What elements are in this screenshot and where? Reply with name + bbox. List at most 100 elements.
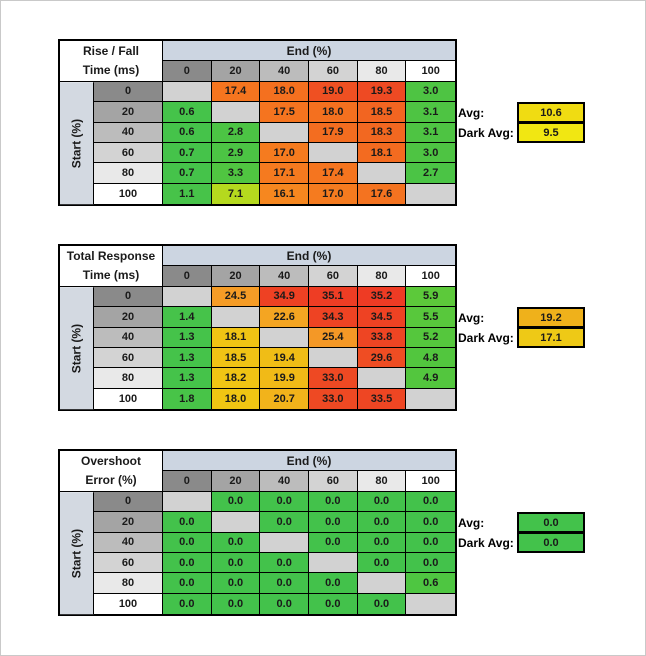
data-cell-20-100[interactable]: 3.1 (406, 102, 455, 123)
diagonal-blank-cell[interactable] (260, 122, 309, 143)
data-cell-100-0[interactable]: 1.8 (163, 388, 212, 409)
data-cell-100-40[interactable]: 0.0 (260, 593, 309, 614)
row-header-60[interactable]: 60 (94, 552, 163, 574)
data-cell-60-40[interactable]: 17.0 (260, 142, 309, 164)
dark-avg-value-cell[interactable]: 17.1 (517, 327, 585, 348)
data-cell-60-0[interactable]: 0.7 (163, 142, 212, 164)
diagonal-blank-cell[interactable] (357, 573, 407, 594)
diagonal-blank-cell[interactable] (309, 347, 358, 369)
data-cell-0-20[interactable]: 0.0 (211, 491, 261, 513)
data-cell-80-40[interactable]: 19.9 (260, 368, 309, 389)
row-header-100[interactable]: 100 (94, 593, 163, 614)
row-header-100[interactable]: 100 (94, 183, 163, 204)
diagonal-blank-cell[interactable] (260, 327, 309, 348)
diagonal-blank-cell[interactable] (211, 102, 261, 123)
col-header-60[interactable]: 60 (309, 61, 358, 82)
row-header-80[interactable]: 80 (94, 368, 163, 389)
data-cell-80-20[interactable]: 3.3 (211, 163, 261, 184)
col-header-20[interactable]: 20 (211, 471, 261, 492)
end-header-cell[interactable]: End (%) (163, 451, 455, 472)
data-cell-100-20[interactable]: 0.0 (211, 593, 261, 614)
data-cell-20-100[interactable]: 5.5 (406, 307, 455, 328)
col-header-20[interactable]: 20 (211, 61, 261, 82)
data-cell-40-0[interactable]: 0.6 (163, 122, 212, 143)
data-cell-80-0[interactable]: 1.3 (163, 368, 212, 389)
col-header-100[interactable]: 100 (406, 471, 455, 492)
row-header-20[interactable]: 20 (94, 512, 163, 533)
data-cell-100-80[interactable]: 0.0 (357, 593, 407, 614)
data-cell-0-80[interactable]: 19.3 (357, 81, 407, 103)
data-cell-20-80[interactable]: 18.5 (357, 102, 407, 123)
dark-avg-value-cell[interactable]: 9.5 (517, 122, 585, 143)
data-cell-100-60[interactable]: 17.0 (309, 183, 358, 204)
data-cell-40-100[interactable]: 0.0 (406, 532, 455, 553)
row-header-60[interactable]: 60 (94, 142, 163, 164)
diagonal-blank-cell[interactable] (357, 163, 407, 184)
row-header-0[interactable]: 0 (94, 286, 163, 308)
data-cell-100-0[interactable]: 1.1 (163, 183, 212, 204)
col-header-100[interactable]: 100 (406, 266, 455, 287)
col-header-0[interactable]: 0 (163, 266, 212, 287)
data-cell-0-100[interactable]: 5.9 (406, 286, 455, 308)
end-header-cell[interactable]: End (%) (163, 41, 455, 62)
data-cell-0-20[interactable]: 24.5 (211, 286, 261, 308)
data-cell-100-60[interactable]: 0.0 (309, 593, 358, 614)
data-cell-60-80[interactable]: 29.6 (357, 347, 407, 369)
data-cell-80-100[interactable]: 4.9 (406, 368, 455, 389)
table-title-cell[interactable]: Overshoot Error (%) (60, 451, 163, 492)
data-cell-20-100[interactable]: 0.0 (406, 512, 455, 533)
data-cell-80-40[interactable]: 17.1 (260, 163, 309, 184)
diagonal-blank-cell[interactable] (211, 307, 261, 328)
col-header-0[interactable]: 0 (163, 61, 212, 82)
col-header-80[interactable]: 80 (357, 266, 407, 287)
data-cell-40-100[interactable]: 5.2 (406, 327, 455, 348)
data-cell-0-60[interactable]: 19.0 (309, 81, 358, 103)
avg-value-cell[interactable]: 10.6 (517, 102, 585, 123)
data-cell-100-40[interactable]: 20.7 (260, 388, 309, 409)
avg-value-cell[interactable]: 19.2 (517, 307, 585, 328)
diagonal-blank-cell[interactable] (260, 532, 309, 553)
data-cell-60-100[interactable]: 4.8 (406, 347, 455, 369)
data-cell-40-60[interactable]: 25.4 (309, 327, 358, 348)
diagonal-blank-cell[interactable] (357, 368, 407, 389)
row-header-40[interactable]: 40 (94, 532, 163, 553)
data-cell-0-100[interactable]: 3.0 (406, 81, 455, 103)
col-header-60[interactable]: 60 (309, 471, 358, 492)
avg-value-cell[interactable]: 0.0 (517, 512, 585, 533)
data-cell-40-60[interactable]: 0.0 (309, 532, 358, 553)
row-header-80[interactable]: 80 (94, 163, 163, 184)
data-cell-100-40[interactable]: 16.1 (260, 183, 309, 204)
data-cell-20-40[interactable]: 17.5 (260, 102, 309, 123)
col-header-100[interactable]: 100 (406, 61, 455, 82)
data-cell-20-60[interactable]: 0.0 (309, 512, 358, 533)
data-cell-40-0[interactable]: 1.3 (163, 327, 212, 348)
data-cell-80-0[interactable]: 0.0 (163, 573, 212, 594)
data-cell-0-80[interactable]: 0.0 (357, 491, 407, 513)
data-cell-0-40[interactable]: 34.9 (260, 286, 309, 308)
data-cell-60-80[interactable]: 18.1 (357, 142, 407, 164)
row-header-20[interactable]: 20 (94, 307, 163, 328)
table-title-cell[interactable]: Rise / Fall Time (ms) (60, 41, 163, 82)
data-cell-100-80[interactable]: 17.6 (357, 183, 407, 204)
diagonal-blank-cell[interactable] (406, 593, 455, 614)
data-cell-60-40[interactable]: 0.0 (260, 552, 309, 574)
data-cell-80-20[interactable]: 0.0 (211, 573, 261, 594)
data-cell-20-0[interactable]: 1.4 (163, 307, 212, 328)
data-cell-60-0[interactable]: 0.0 (163, 552, 212, 574)
data-cell-0-80[interactable]: 35.2 (357, 286, 407, 308)
data-cell-100-60[interactable]: 33.0 (309, 388, 358, 409)
col-header-60[interactable]: 60 (309, 266, 358, 287)
data-cell-80-40[interactable]: 0.0 (260, 573, 309, 594)
data-cell-20-0[interactable]: 0.0 (163, 512, 212, 533)
data-cell-40-100[interactable]: 3.1 (406, 122, 455, 143)
row-header-100[interactable]: 100 (94, 388, 163, 409)
table-title-cell[interactable]: Total Response Time (ms) (60, 246, 163, 287)
data-cell-40-20[interactable]: 0.0 (211, 532, 261, 553)
data-cell-20-60[interactable]: 18.0 (309, 102, 358, 123)
end-header-cell[interactable]: End (%) (163, 246, 455, 267)
data-cell-40-20[interactable]: 2.8 (211, 122, 261, 143)
data-cell-0-60[interactable]: 0.0 (309, 491, 358, 513)
data-cell-40-80[interactable]: 18.3 (357, 122, 407, 143)
data-cell-60-20[interactable]: 0.0 (211, 552, 261, 574)
data-cell-40-80[interactable]: 33.8 (357, 327, 407, 348)
